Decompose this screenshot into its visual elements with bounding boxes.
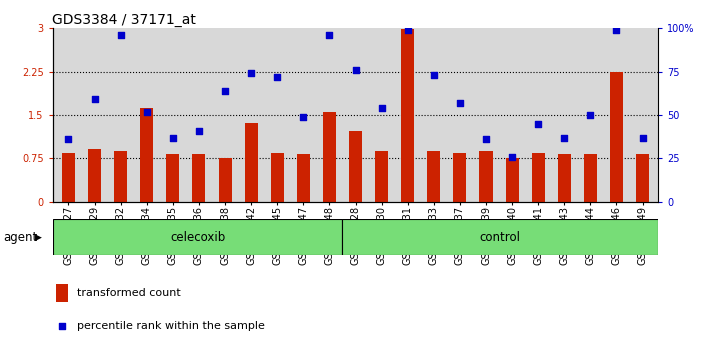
Point: [637, 135, 648, 141]
Bar: [479, 152, 493, 202]
Bar: [636, 154, 649, 202]
Point: [611, 27, 622, 33]
Point: [376, 105, 387, 111]
Point: [246, 70, 257, 76]
Point: [63, 137, 74, 142]
Bar: [505, 158, 519, 202]
Bar: [56, 284, 68, 302]
Bar: [349, 131, 362, 202]
Text: control: control: [480, 231, 521, 244]
Bar: [53, 219, 342, 255]
Text: GDS3384 / 37171_at: GDS3384 / 37171_at: [52, 13, 196, 27]
Point: [298, 114, 309, 120]
Bar: [342, 219, 658, 255]
Point: [168, 135, 179, 141]
Point: [559, 135, 570, 141]
Bar: [88, 149, 101, 202]
Point: [272, 74, 283, 80]
Point: [56, 323, 68, 329]
Bar: [453, 153, 467, 202]
Point: [480, 137, 491, 142]
Bar: [584, 154, 597, 202]
Bar: [558, 154, 571, 202]
Bar: [401, 29, 414, 202]
Bar: [244, 122, 258, 202]
Bar: [323, 112, 336, 202]
Point: [115, 33, 126, 38]
Point: [532, 121, 543, 127]
Text: agent: agent: [4, 231, 38, 244]
Point: [324, 33, 335, 38]
Point: [194, 128, 205, 133]
Bar: [218, 158, 232, 202]
Bar: [375, 151, 388, 202]
Text: transformed count: transformed count: [77, 288, 181, 298]
Point: [141, 109, 152, 114]
Bar: [271, 153, 284, 202]
Point: [506, 154, 517, 160]
Text: percentile rank within the sample: percentile rank within the sample: [77, 321, 265, 331]
Point: [89, 97, 100, 102]
Bar: [297, 154, 310, 202]
Point: [402, 27, 413, 33]
Text: ▶: ▶: [34, 233, 42, 242]
Point: [220, 88, 231, 93]
Bar: [427, 152, 440, 202]
Bar: [62, 153, 75, 202]
Point: [454, 100, 465, 106]
Bar: [166, 154, 180, 202]
Bar: [192, 154, 206, 202]
Text: celecoxib: celecoxib: [170, 231, 225, 244]
Bar: [114, 151, 127, 202]
Point: [428, 72, 439, 78]
Bar: [610, 72, 623, 202]
Point: [585, 112, 596, 118]
Bar: [140, 108, 153, 202]
Bar: [532, 153, 545, 202]
Point: [350, 67, 361, 73]
